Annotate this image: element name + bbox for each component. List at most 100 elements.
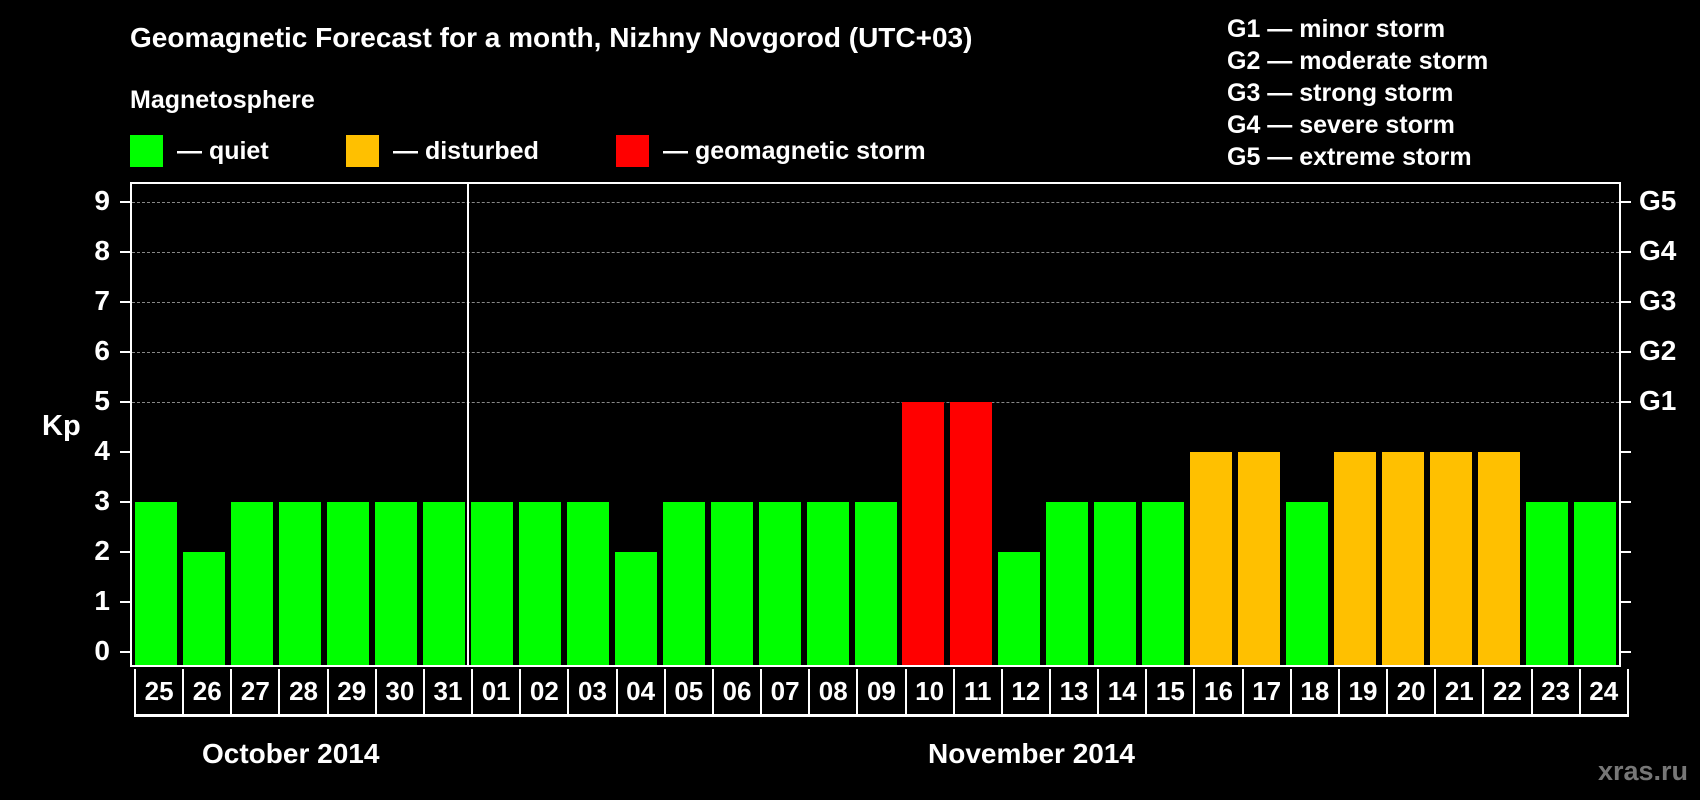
bar-05: [662, 502, 705, 665]
date-axis: 25 26 27 28 29 30 31 01 02 03 04 05 06 07 08 09 10 11 12 13…: [134, 669, 1629, 717]
gridline-8: [132, 252, 1619, 253]
y2-tick-6: [1621, 351, 1631, 353]
g-scale-label: G2: [1639, 335, 1677, 366]
date-cell: 13: [1048, 669, 1097, 714]
y-tick-label: 1: [94, 585, 110, 616]
y-axis-label: Kp: [42, 410, 81, 442]
chart-subtitle: Magnetosphere: [130, 86, 315, 114]
bar-10: [902, 402, 945, 665]
quiet-swatch-icon: [130, 135, 163, 167]
y-tick-4: [120, 451, 130, 453]
date-cell: 12: [1000, 669, 1049, 714]
date-cell: 10: [904, 669, 953, 714]
y-tick-label: 9: [94, 185, 110, 216]
month-label-october: October 2014: [202, 738, 380, 769]
bar-13: [1046, 502, 1089, 665]
y-tick-label: 6: [94, 335, 110, 366]
g-scale-label: G4: [1639, 235, 1677, 266]
y2-tick-8: [1621, 251, 1631, 253]
bar-07: [758, 502, 801, 665]
bar-29: [326, 502, 369, 665]
y2-tick-7: [1621, 301, 1631, 303]
date-cell: 29: [326, 669, 375, 714]
y2-tick-0: [1621, 651, 1631, 653]
bar-17: [1238, 452, 1281, 665]
bar-24: [1574, 502, 1617, 665]
date-cell: 15: [1145, 669, 1193, 714]
date-cell: 24: [1578, 669, 1629, 714]
date-cell: 09: [856, 669, 904, 714]
storm-scale-legend: G1 — minor storm G2 — moderate storm G3 …: [1227, 13, 1488, 173]
legend-storm-label: — geomagnetic storm: [663, 136, 926, 165]
date-cell: 11: [952, 669, 1001, 714]
legend-disturbed: — disturbed: [346, 135, 539, 167]
date-cell: 03: [567, 669, 615, 714]
g-scale-label: G1: [1639, 385, 1677, 416]
bar-12: [998, 552, 1041, 665]
y-tick-6: [120, 351, 130, 353]
bar-20: [1382, 452, 1425, 665]
bar-11: [950, 402, 993, 665]
date-cell: 21: [1434, 669, 1482, 714]
date-cell: 22: [1482, 669, 1530, 714]
bar-08: [806, 502, 849, 665]
bar-21: [1430, 452, 1473, 665]
bar-06: [710, 502, 753, 665]
gridline-9: [132, 202, 1619, 203]
date-cell: 14: [1097, 669, 1145, 714]
y-tick-7: [120, 301, 130, 303]
date-cell: 28: [278, 669, 326, 714]
date-cell: 25: [134, 669, 182, 714]
y2-tick-1: [1621, 601, 1631, 603]
bar-04: [614, 552, 657, 665]
bar-30: [374, 502, 417, 665]
y-tick-1: [120, 601, 130, 603]
date-cell: 05: [663, 669, 712, 714]
legend-quiet-label: — quiet: [177, 136, 269, 165]
bar-09: [854, 502, 897, 665]
g-scale-label: G3: [1639, 285, 1677, 316]
date-cell: 26: [182, 669, 230, 714]
storm-scale-g2: G2 — moderate storm: [1227, 47, 1489, 75]
gridline-6: [132, 352, 1619, 353]
date-cell: 19: [1337, 669, 1386, 714]
bar-31: [422, 502, 465, 665]
y-tick-label: 4: [94, 435, 110, 466]
y2-tick-4: [1621, 451, 1631, 453]
y-tick-label: 7: [94, 285, 110, 316]
bar-23: [1526, 502, 1569, 665]
y-tick-5: [120, 401, 130, 403]
month-label-november: November 2014: [928, 738, 1136, 769]
plot-area: 0 1 2 3 4 5 6 7 8 9 G1 G2 G3 G4 G5: [94, 182, 1676, 667]
legend-storm: — geomagnetic storm: [616, 135, 926, 167]
date-cell: 18: [1289, 669, 1338, 714]
y-tick-label: 3: [94, 485, 110, 516]
y-tick-3: [120, 501, 130, 503]
bar-25: [134, 502, 177, 665]
date-cell: 16: [1193, 669, 1241, 714]
storm-scale-g3: G3 — strong storm: [1227, 79, 1454, 107]
bar-03: [566, 502, 609, 665]
y-tick-label: 2: [94, 535, 110, 566]
month-divider: [466, 182, 469, 667]
date-cell: 27: [230, 669, 278, 714]
bar-18: [1286, 502, 1329, 665]
y2-tick-2: [1621, 551, 1631, 553]
y-tick-2: [120, 551, 130, 553]
legend-quiet: — quiet: [130, 135, 269, 167]
storm-swatch-icon: [616, 135, 649, 167]
date-cell: 01: [471, 669, 519, 714]
date-cell: 20: [1386, 669, 1434, 714]
storm-scale-g5: G5 — extreme storm: [1227, 143, 1472, 171]
date-cell: 06: [711, 669, 760, 714]
date-cell: 30: [374, 669, 423, 714]
bar-19: [1334, 452, 1377, 665]
disturbed-swatch-icon: [346, 135, 379, 167]
bar-28: [278, 502, 321, 665]
y2-tick-5: [1621, 401, 1631, 403]
date-cell: 07: [760, 669, 808, 714]
y-tick-9: [120, 201, 130, 203]
gridline-7: [132, 302, 1619, 303]
date-cell: 23: [1530, 669, 1579, 714]
bar-14: [1094, 502, 1137, 665]
